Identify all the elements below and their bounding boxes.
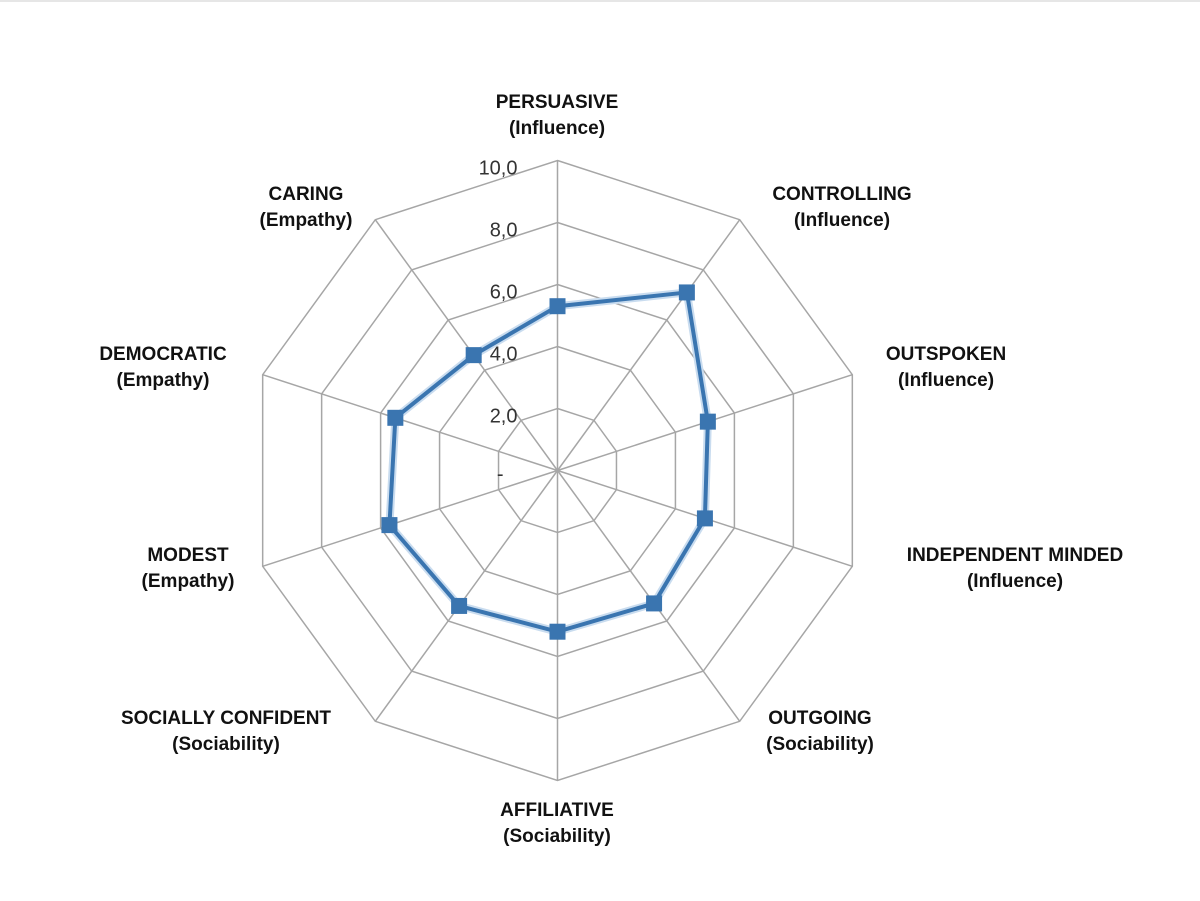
category-group: (Influence) (897, 370, 995, 391)
category-label: CARING (Empathy) (260, 182, 353, 234)
grid-spoke (374, 470, 559, 722)
data-point-marker (696, 510, 713, 527)
tick-label: 2,0 (490, 406, 518, 428)
category-label: OUTGOING (Sociability) (766, 706, 874, 758)
data-point-marker (699, 413, 716, 430)
category-name: AFFILIATIVE (500, 800, 614, 821)
series-line (387, 290, 710, 634)
grid-spoke (262, 373, 558, 472)
data-point-marker (646, 595, 663, 612)
category-group: (Empathy) (259, 210, 353, 231)
category-label: OUTSPOKEN (Influence) (886, 342, 1006, 394)
category-name: INDEPENDENT MINDED (906, 545, 1124, 566)
tick-label: 6,0 (490, 282, 518, 304)
category-name: CONTROLLING (772, 184, 912, 205)
tick-label: - (497, 464, 504, 486)
data-point-marker (549, 623, 566, 640)
category-name: OUTGOING (768, 708, 872, 729)
data-point-marker (451, 597, 468, 614)
tick-label: 10,0 (479, 158, 518, 180)
category-name: OUTSPOKEN (885, 344, 1007, 365)
category-group: (Influence) (508, 118, 606, 139)
category-group: (Sociability) (503, 826, 611, 847)
category-label: MODEST (Empathy) (142, 543, 235, 595)
category-name: CARING (268, 184, 344, 205)
grid-spoke (374, 219, 559, 471)
top-border (0, 0, 1200, 2)
category-group: (Empathy) (116, 370, 210, 391)
category-name: PERSUASIVE (495, 92, 619, 113)
data-point-marker (381, 517, 398, 534)
category-group: (Influence) (793, 210, 891, 231)
data-point-marker (387, 409, 404, 426)
category-label: INDEPENDENT MINDED (Influence) (907, 543, 1123, 595)
category-group: (Empathy) (141, 571, 235, 592)
category-label: SOCIALLY CONFIDENT (Sociability) (121, 706, 331, 758)
grid-spoke (262, 469, 558, 568)
category-label: CONTROLLING (Influence) (772, 182, 911, 234)
category-group: (Influence) (966, 571, 1064, 592)
category-group: (Sociability) (172, 734, 280, 755)
data-point-marker (465, 347, 482, 364)
category-label: DEMOCRATIC (Empathy) (99, 342, 226, 394)
data-point-marker (678, 284, 695, 301)
category-name: SOCIALLY CONFIDENT (120, 708, 332, 729)
category-group: (Sociability) (766, 734, 874, 755)
tick-label: 8,0 (490, 220, 518, 242)
data-point-marker (549, 298, 566, 315)
category-label: AFFILIATIVE (Sociability) (500, 798, 614, 850)
category-label: PERSUASIVE (Influence) (496, 90, 618, 142)
category-name: DEMOCRATIC (99, 344, 227, 365)
category-name: MODEST (147, 545, 229, 566)
grid-spoke (556, 219, 741, 471)
tick-label: 4,0 (490, 344, 518, 366)
